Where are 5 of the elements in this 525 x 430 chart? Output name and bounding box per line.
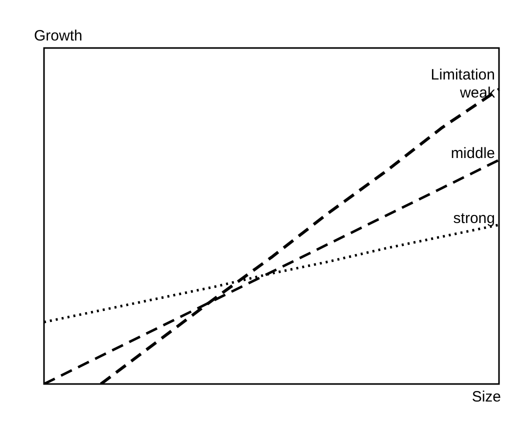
legend-title: Limitation [430, 66, 495, 84]
y-axis-title: Growth [34, 28, 82, 45]
x-axis-title: Size [472, 388, 501, 406]
series-label: strong [453, 210, 495, 227]
series-label: middle [450, 145, 495, 162]
